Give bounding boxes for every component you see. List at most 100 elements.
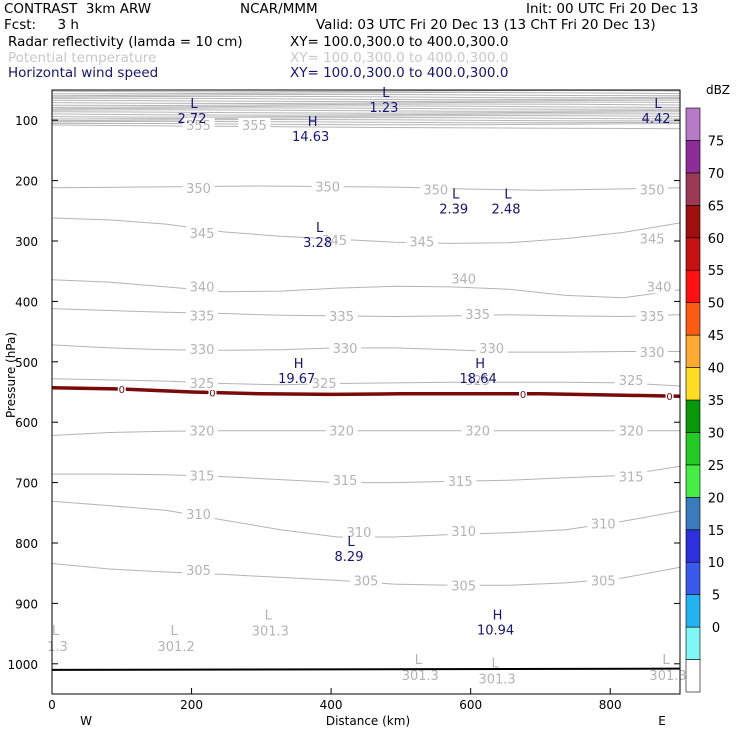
wind-extremum-type: L bbox=[347, 535, 355, 550]
x-tick-label: 800 bbox=[599, 698, 622, 712]
theta-contour-upper bbox=[51, 113, 681, 116]
colorbar-level-label: 40 bbox=[708, 362, 725, 377]
wind-extremum-type: L bbox=[190, 97, 198, 112]
wind-extremum-value: 2.72 bbox=[178, 112, 207, 127]
theta-contour-345 bbox=[51, 217, 681, 244]
colorbar-level-label: 75 bbox=[708, 134, 725, 149]
y-tick-label: 900 bbox=[15, 597, 38, 611]
theta-contour-upper bbox=[52, 91, 681, 95]
colorbar-swatch bbox=[685, 561, 701, 595]
colorbar-swatch bbox=[685, 432, 701, 466]
theta-label: 330 bbox=[190, 343, 215, 358]
model-title: CONTRAST 3km ARW bbox=[4, 1, 152, 17]
theta-label-bg bbox=[311, 179, 344, 194]
colorbar-level-label: 70 bbox=[708, 167, 725, 182]
y-tick-label: 600 bbox=[15, 416, 38, 430]
colorbar-level-label: 60 bbox=[708, 232, 725, 247]
field-wind-xy: XY= 100.0,300.0 to 400.0,300.0 bbox=[290, 65, 509, 81]
theta-label-bg bbox=[636, 231, 669, 246]
theta-label-bg bbox=[405, 234, 438, 249]
theta-label-bg bbox=[325, 423, 358, 438]
zero-dbz-label: 0 bbox=[666, 392, 672, 403]
theta-extremum-value: 301.3 bbox=[649, 669, 686, 684]
colorbar: 0 5 10 15 20 25 30 35 40 45 50 55 60 65 70 75 bbox=[685, 107, 725, 693]
theta-extremum-type: L bbox=[662, 653, 670, 668]
theta-contour-upper bbox=[51, 103, 681, 107]
wind-extremum-type: H bbox=[493, 609, 503, 624]
theta-label: 305 bbox=[186, 564, 211, 579]
theta-contour-labels: 355 355 350 350 350 350 345 345 345 345 340 340 340 3… bbox=[182, 118, 676, 594]
theta-label-bg bbox=[444, 473, 477, 488]
theta-label-bg bbox=[636, 308, 669, 323]
theta-extremum-type: L bbox=[415, 653, 423, 668]
theta-contours bbox=[51, 89, 681, 586]
theta-extremum-value: 301.3 bbox=[402, 669, 439, 684]
theta-label: 355 bbox=[186, 119, 211, 134]
theta-extremum-value: 1.3 bbox=[47, 640, 68, 655]
valid-time: Valid: 03 UTC Fri 20 Dec 13 (13 ChT Fri … bbox=[316, 17, 656, 33]
theta-label-bg bbox=[325, 308, 358, 323]
wind-extremum-value: 8.29 bbox=[335, 550, 364, 565]
theta-label: 320 bbox=[329, 425, 354, 440]
colorbar-swatch bbox=[685, 205, 701, 239]
theta-label: 325 bbox=[619, 374, 644, 389]
colorbar-level-label: 30 bbox=[708, 426, 725, 441]
wind-extremum-value: 4.42 bbox=[642, 112, 671, 127]
theta-label: 355 bbox=[242, 119, 267, 134]
theta-label: 330 bbox=[333, 342, 358, 357]
field-reflectivity-name: Radar reflectivity (lamda = 10 cm) bbox=[8, 34, 243, 50]
theta-contour-upper bbox=[51, 95, 681, 99]
theta-label-bg bbox=[615, 423, 648, 438]
theta-contour-upper bbox=[51, 111, 681, 114]
theta-extremum-type: L bbox=[265, 609, 273, 624]
theta-label-bg bbox=[318, 232, 351, 247]
wind-extremum-value: 2.48 bbox=[492, 203, 521, 218]
theta-contour-upper bbox=[51, 120, 681, 124]
y-tick-label: 700 bbox=[15, 477, 38, 491]
theta-label: 305 bbox=[354, 574, 379, 589]
east-label: E bbox=[658, 714, 666, 728]
theta-label: 310 bbox=[186, 508, 211, 523]
theta-label-bg bbox=[461, 423, 494, 438]
wind-extremum-type: H bbox=[308, 115, 318, 130]
forecast-hour: Fcst: 3 h bbox=[4, 17, 79, 33]
y-tick-label: 100 bbox=[15, 114, 38, 128]
colorbar-swatch bbox=[685, 269, 701, 303]
theta-label: 330 bbox=[640, 346, 665, 361]
theta-label: 330 bbox=[479, 342, 504, 357]
y-tick-label: 200 bbox=[15, 175, 38, 189]
theta-contour-upper bbox=[51, 122, 681, 126]
theta-label-bg bbox=[182, 180, 215, 195]
theta-label: 310 bbox=[591, 518, 616, 533]
theta-contour-upper bbox=[51, 101, 681, 105]
wind-extremum-type: H bbox=[475, 357, 485, 372]
theta-label: 350 bbox=[423, 184, 448, 199]
theta-label: 320 bbox=[465, 425, 490, 440]
x-tick-label: 600 bbox=[459, 698, 482, 712]
theta-label-bg bbox=[308, 375, 341, 390]
theta-contour-upper bbox=[51, 115, 681, 118]
y-tick-label: 500 bbox=[15, 356, 38, 370]
theta-label-bg bbox=[186, 279, 219, 294]
theta-label-bg bbox=[419, 182, 452, 197]
theta-label-bg bbox=[186, 226, 219, 241]
theta-contour-upper bbox=[51, 93, 681, 97]
colorbar-swatch bbox=[685, 464, 701, 498]
colorbar-swatch bbox=[685, 172, 701, 206]
theta-label: 315 bbox=[619, 471, 644, 486]
field-theta-xy: XY= 100.0,300.0 to 400.0,300.0 bbox=[290, 50, 509, 66]
theta-label-bg bbox=[182, 118, 215, 133]
colorbar-level-label: 25 bbox=[708, 459, 725, 474]
theta-contour-355 bbox=[51, 124, 681, 130]
colorbar-swatch bbox=[685, 659, 701, 693]
theta-contour-upper bbox=[51, 117, 681, 120]
theta-label-bg bbox=[329, 473, 362, 488]
zero-dbz-label: 0 bbox=[520, 390, 526, 401]
x-axis-title: Distance (km) bbox=[326, 714, 410, 728]
theta-contour-upper bbox=[51, 118, 681, 122]
theta-label: 345 bbox=[640, 233, 665, 248]
theta-label-bg bbox=[461, 372, 494, 387]
theta-contour-330 bbox=[51, 344, 680, 353]
theta-label: 335 bbox=[640, 310, 665, 325]
